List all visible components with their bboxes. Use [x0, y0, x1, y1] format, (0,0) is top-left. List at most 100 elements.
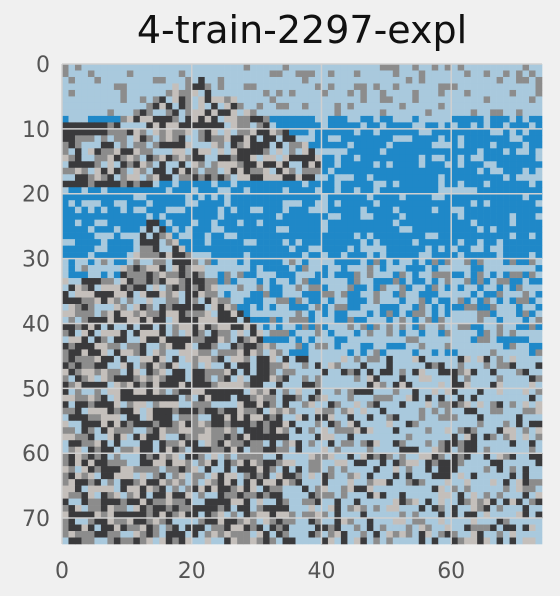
- heatmap-cell: [159, 245, 167, 253]
- heatmap-cell: [425, 407, 433, 415]
- heatmap-cell: [340, 128, 348, 136]
- heatmap-cell: [250, 472, 257, 480]
- heatmap-cell: [412, 336, 420, 344]
- heatmap-cell: [529, 485, 536, 493]
- heatmap-cell: [509, 109, 517, 117]
- heatmap-cell: [282, 70, 290, 78]
- heatmap-cell: [250, 349, 257, 357]
- heatmap-cell: [159, 174, 167, 182]
- heatmap-cell: [418, 128, 426, 136]
- heatmap-cell: [516, 258, 523, 266]
- heatmap-cell: [217, 167, 225, 175]
- heatmap-cell: [81, 472, 89, 480]
- heatmap-cell: [81, 297, 89, 305]
- heatmap-cell: [256, 265, 264, 272]
- heatmap-cell: [418, 485, 426, 493]
- heatmap-cell: [276, 355, 283, 363]
- heatmap-cell: [522, 349, 530, 357]
- heatmap-cell: [94, 265, 102, 272]
- heatmap-cell: [438, 472, 446, 480]
- heatmap-cell: [243, 245, 251, 253]
- heatmap-cell: [165, 193, 173, 201]
- heatmap-cell: [360, 492, 368, 499]
- heatmap-cell: [289, 310, 296, 318]
- heatmap-cell: [340, 64, 348, 71]
- heatmap-cell: [81, 83, 89, 91]
- heatmap-cell: [477, 375, 484, 383]
- heatmap-cell: [120, 161, 128, 169]
- heatmap-cell: [204, 355, 212, 363]
- heatmap-cell: [269, 64, 277, 71]
- heatmap-cell: [535, 440, 543, 448]
- heatmap-cell: [308, 135, 316, 143]
- heatmap-cell: [418, 459, 426, 467]
- heatmap-cell: [62, 200, 69, 208]
- heatmap-cell: [399, 245, 407, 253]
- heatmap-cell: [217, 427, 225, 435]
- heatmap-cell: [289, 388, 296, 396]
- heatmap-cell: [464, 265, 471, 272]
- heatmap-cell: [126, 213, 134, 220]
- heatmap-cell: [529, 329, 536, 337]
- heatmap-cell: [418, 154, 426, 162]
- heatmap-cell: [100, 394, 108, 402]
- heatmap-cell: [107, 258, 115, 266]
- heatmap-cell: [107, 485, 115, 493]
- heatmap-cell: [373, 167, 381, 175]
- heatmap-cell: [340, 336, 348, 344]
- heatmap-cell: [314, 278, 322, 285]
- heatmap-cell: [327, 433, 335, 441]
- heatmap-cell: [263, 252, 270, 259]
- heatmap-cell: [185, 485, 193, 493]
- heatmap-cell: [496, 316, 504, 324]
- heatmap-cell: [360, 135, 368, 143]
- heatmap-cell: [191, 291, 199, 298]
- heatmap-cell: [269, 329, 277, 337]
- heatmap-cell: [470, 323, 478, 331]
- heatmap-cell: [126, 232, 134, 240]
- heatmap-cell: [535, 381, 543, 389]
- heatmap-cell: [152, 388, 160, 396]
- heatmap-cell: [451, 89, 458, 97]
- heatmap-cell: [334, 89, 342, 97]
- heatmap-cell: [269, 349, 277, 357]
- heatmap-cell: [172, 122, 180, 130]
- heatmap-cell: [217, 401, 225, 409]
- heatmap-cell: [289, 83, 296, 91]
- heatmap-cell: [191, 355, 199, 363]
- heatmap-cell: [412, 420, 420, 428]
- heatmap-cell: [321, 245, 329, 253]
- heatmap-cell: [314, 407, 322, 415]
- heatmap-cell: [490, 154, 497, 162]
- heatmap-cell: [146, 245, 154, 253]
- heatmap-cell: [457, 252, 465, 259]
- heatmap-cell: [412, 407, 420, 415]
- heatmap-cell: [490, 102, 497, 110]
- heatmap-cell: [152, 174, 160, 182]
- heatmap-cell: [347, 200, 355, 208]
- heatmap-cell: [152, 336, 160, 344]
- heatmap-cell: [477, 479, 484, 486]
- heatmap-cell: [457, 271, 465, 279]
- heatmap-cell: [250, 446, 257, 454]
- heatmap-cell: [178, 342, 186, 350]
- heatmap-cell: [405, 258, 413, 266]
- heatmap-cell: [62, 401, 69, 409]
- heatmap-cell: [483, 291, 491, 298]
- heatmap-cell: [81, 466, 89, 473]
- heatmap-cell: [314, 440, 322, 448]
- heatmap-cell: [295, 440, 303, 448]
- heatmap-cell: [347, 479, 355, 486]
- heatmap-cell: [418, 271, 426, 279]
- heatmap-cell: [327, 148, 335, 156]
- heatmap-cell: [295, 304, 303, 311]
- heatmap-cell: [451, 167, 458, 175]
- heatmap-cell: [276, 459, 283, 467]
- heatmap-cell: [438, 226, 446, 233]
- heatmap-cell: [412, 446, 420, 454]
- heatmap-cell: [464, 414, 471, 422]
- heatmap-cell: [522, 368, 530, 376]
- heatmap-cell: [146, 329, 154, 337]
- heatmap-cell: [379, 252, 387, 259]
- heatmap-cell: [269, 336, 277, 344]
